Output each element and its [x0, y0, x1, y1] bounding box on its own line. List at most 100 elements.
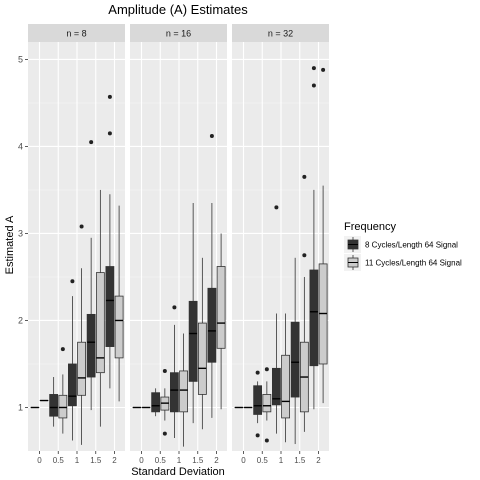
outlier-point	[274, 205, 279, 210]
legend: Frequency 8 Cycles/Length 64 Signal 11 Cy…	[344, 221, 462, 271]
facet-strip	[28, 24, 125, 42]
box-body	[253, 385, 263, 415]
outlier-point	[79, 224, 84, 229]
box-series-8-cycles	[86, 140, 96, 411]
box-series-11-cycles	[179, 333, 189, 447]
y-tick-label: 1	[18, 402, 23, 412]
outlier-point	[107, 131, 112, 136]
box-series-8-cycles	[309, 66, 319, 410]
outlier-point	[89, 140, 94, 145]
facet-label: n = 8	[66, 29, 86, 39]
outlier-point	[60, 347, 65, 352]
box-series-8-cycles	[290, 257, 300, 445]
outlier-point	[264, 367, 269, 372]
facet-strip	[232, 24, 329, 42]
legend-item-label: 8 Cycles/Length 64 Signal	[365, 241, 458, 250]
outlier-point	[107, 94, 112, 99]
facet-panel: n = 8 0 0.5 1 1.5 2	[28, 24, 125, 465]
box-series-11-cycles	[318, 67, 328, 404]
box-body	[188, 300, 198, 382]
box-series-8-cycles	[207, 133, 217, 418]
y-axis-title: Estimated A	[4, 215, 16, 274]
outlier-point	[209, 133, 214, 138]
outlier-point	[302, 253, 307, 258]
x-tick-label: 1	[279, 456, 284, 465]
box-body	[68, 363, 77, 407]
box-body	[207, 287, 217, 363]
box-series-11-cycles	[95, 189, 105, 427]
x-tick-label: 2	[316, 456, 321, 465]
outlier-point	[172, 305, 177, 310]
outlier-point	[255, 433, 260, 438]
box-series-11-cycles	[281, 313, 291, 443]
outlier-point	[311, 66, 316, 71]
y-axis: 1 2 3 4 5	[18, 54, 28, 412]
box-series-11-cycles	[216, 233, 226, 410]
outlier-point	[311, 83, 316, 88]
box-body	[95, 272, 105, 374]
box-series-8-cycles	[169, 305, 179, 438]
outlier-point	[162, 431, 167, 436]
x-tick-label: 0	[139, 456, 144, 465]
box-body	[169, 372, 179, 413]
facet-label: n = 32	[268, 29, 293, 39]
box-series-11-cycles	[197, 257, 207, 430]
outlier-point	[70, 279, 75, 284]
x-tick-label: 0	[37, 456, 42, 465]
x-tick-label: 1	[177, 456, 182, 465]
y-tick-label: 2	[18, 315, 23, 325]
box-series-11-cycles	[114, 205, 124, 402]
box-body	[114, 295, 124, 359]
x-tick-label: 2	[112, 456, 117, 465]
facet-strip	[130, 24, 227, 42]
legend-item: 8 Cycles/Length 64 Signal	[344, 236, 458, 253]
box-series-11-cycles	[160, 368, 170, 436]
box-body	[179, 370, 189, 413]
box-series-11-cycles	[262, 367, 272, 443]
box-body	[197, 322, 207, 395]
box-body	[151, 392, 161, 413]
box-series-11-cycles	[299, 174, 309, 432]
box-body	[262, 394, 272, 413]
facet-label: n = 16	[166, 29, 191, 39]
facet-panel: n = 16 0 0.5 1 1.5 2	[130, 24, 227, 465]
box-body	[290, 321, 300, 398]
box-series-8-cycles	[151, 388, 161, 417]
x-tick-label: 1.5	[192, 456, 204, 465]
box-body	[49, 394, 59, 417]
outlier-point	[302, 174, 307, 179]
outlier-point	[321, 67, 326, 72]
box-series-8-cycles	[253, 370, 263, 438]
y-tick-label: 5	[18, 54, 23, 64]
box-body	[58, 394, 68, 419]
x-tick-label: 0.5	[53, 456, 65, 465]
box-series-8-cycles	[49, 377, 59, 427]
box-series-8-cycles	[68, 279, 77, 441]
box-body	[216, 266, 226, 349]
legend-item: 11 Cycles/Length 64 Signal	[344, 254, 462, 271]
box-series-8-cycles	[105, 94, 115, 389]
x-tick-label: 0.5	[257, 456, 269, 465]
x-tick-label: 0	[241, 456, 246, 465]
legend-title: Frequency	[344, 221, 396, 233]
y-tick-label: 3	[18, 228, 23, 238]
box-body	[105, 266, 115, 347]
box-body	[309, 269, 319, 367]
x-tick-label: 1.5	[294, 456, 306, 465]
outlier-point	[264, 438, 269, 443]
box-series-11-cycles	[77, 224, 86, 445]
y-tick-label: 4	[18, 141, 23, 151]
x-tick-label: 1	[75, 456, 80, 465]
box-series-8-cycles	[188, 202, 198, 424]
box-series-8-cycles	[271, 205, 281, 434]
box-body	[281, 354, 291, 419]
x-tick-label: 1.5	[90, 456, 102, 465]
box-body	[271, 367, 281, 406]
outlier-point	[162, 368, 167, 373]
box-series-11-cycles	[58, 347, 68, 434]
box-body	[77, 341, 86, 396]
outlier-point	[255, 370, 260, 375]
x-tick-label: 0.5	[155, 456, 167, 465]
box-body	[86, 313, 96, 378]
